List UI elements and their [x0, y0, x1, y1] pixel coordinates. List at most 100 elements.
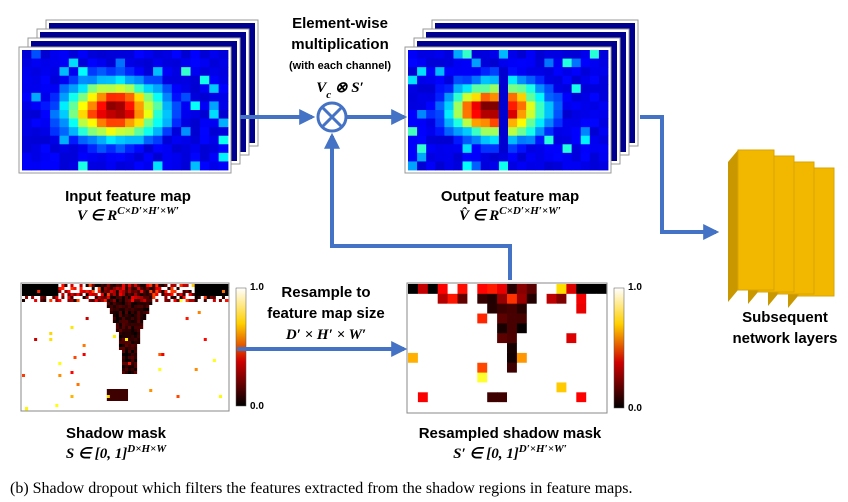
pixel: [104, 293, 107, 296]
pixel: [408, 93, 417, 102]
pixel: [152, 383, 155, 386]
pixel: [225, 326, 228, 329]
pixel: [59, 136, 69, 145]
pixel: [599, 67, 608, 76]
pixel: [186, 302, 189, 305]
pixel: [152, 326, 155, 329]
pixel: [107, 401, 110, 404]
pixel: [195, 371, 198, 374]
pixel: [566, 323, 576, 333]
pixel: [92, 287, 95, 290]
colorbar-max: 1.0: [628, 282, 642, 293]
pixel: [34, 398, 37, 401]
pixel: [170, 386, 173, 389]
pixel: [207, 320, 210, 323]
pixel: [481, 119, 490, 128]
pixel: [195, 305, 198, 308]
pixel: [86, 335, 89, 338]
pixel: [140, 377, 143, 380]
pixel: [110, 386, 113, 389]
pixel: [31, 398, 34, 401]
pixel: [77, 389, 80, 392]
pixel: [210, 320, 213, 323]
pixel: [195, 293, 198, 296]
pixel: [77, 308, 80, 311]
pixel: [134, 371, 137, 374]
pixel: [128, 290, 131, 293]
pixel: [481, 59, 490, 68]
pixel: [31, 305, 34, 308]
pixel: [170, 299, 173, 302]
pixel: [435, 84, 444, 93]
pixel: [152, 344, 155, 347]
pixel: [204, 326, 207, 329]
pixel: [222, 338, 225, 341]
pixel: [104, 326, 107, 329]
pixel: [131, 401, 134, 404]
pixel: [209, 110, 219, 119]
pixel: [52, 380, 55, 383]
pixel: [43, 353, 46, 356]
pixel: [98, 329, 101, 332]
pixel: [180, 344, 183, 347]
pixel: [25, 329, 28, 332]
pixel: [173, 368, 176, 371]
pixel: [201, 326, 204, 329]
pixel: [34, 386, 37, 389]
pixel: [43, 401, 46, 404]
pixel: [37, 353, 40, 356]
pixel: [544, 161, 553, 170]
pixel: [52, 407, 55, 410]
pixel: [207, 404, 210, 407]
pixel: [69, 144, 79, 153]
pixel: [195, 368, 198, 371]
pixel: [43, 383, 46, 386]
pixel: [78, 93, 88, 102]
pixel: [155, 347, 158, 350]
pixel: [37, 401, 40, 404]
pixel: [98, 374, 101, 377]
pixel: [134, 284, 137, 287]
pixel: [161, 344, 164, 347]
pixel: [28, 392, 31, 395]
pixel: [74, 341, 77, 344]
pixel: [134, 353, 137, 356]
pixel: [40, 404, 43, 407]
pixel: [207, 395, 210, 398]
pixel: [161, 383, 164, 386]
pixel: [225, 356, 228, 359]
pixel: [122, 341, 125, 344]
pixel: [444, 101, 453, 110]
pixel: [444, 50, 453, 59]
pixel: [49, 332, 52, 335]
pixel: [170, 407, 173, 410]
pixel: [186, 350, 189, 353]
pixel: [444, 93, 453, 102]
pixel: [137, 305, 140, 308]
pixel: [58, 317, 61, 320]
pixel: [204, 284, 207, 287]
pixel: [155, 302, 158, 305]
pixel: [576, 363, 586, 373]
pixel: [526, 93, 535, 102]
pixel: [408, 363, 418, 373]
pixel: [225, 335, 228, 338]
pixel: [222, 350, 225, 353]
pixel: [89, 335, 92, 338]
pixel: [55, 332, 58, 335]
pixel: [155, 380, 158, 383]
pixel: [191, 59, 201, 68]
pixel: [191, 110, 201, 119]
pixel: [37, 293, 40, 296]
pixel: [189, 359, 192, 362]
pixel: [590, 84, 599, 93]
pixel: [426, 127, 435, 136]
pixel: [158, 350, 161, 353]
pixel: [158, 317, 161, 320]
pixel: [88, 161, 98, 170]
pixel: [481, 110, 490, 119]
pixel: [149, 314, 152, 317]
pixel: [219, 359, 222, 362]
pixel: [137, 290, 140, 293]
pixel: [70, 374, 73, 377]
